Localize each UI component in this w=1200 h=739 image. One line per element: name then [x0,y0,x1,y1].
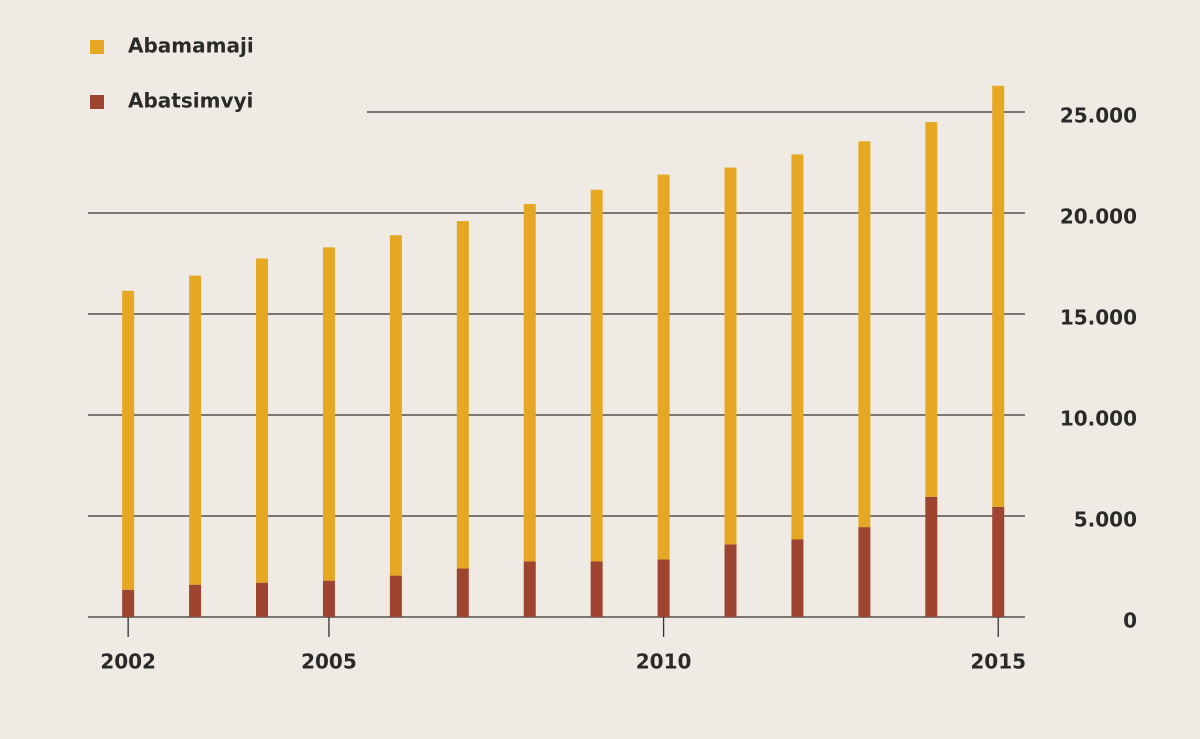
bar-segment [724,167,737,545]
x-tick-label: 2005 [301,650,357,674]
y-tick-label: 15.000 [1060,306,1137,330]
bar-segment [189,275,202,585]
bar-segment [523,561,536,617]
bar-segment [256,582,269,617]
y-tick-label: 10.000 [1060,407,1137,431]
x-tick-label: 2015 [970,650,1026,674]
bar-segment [456,221,469,569]
bar-segment [992,506,1005,617]
bar-segment [925,122,938,497]
y-tick-label: 0 [1123,609,1137,633]
bar-segment [189,584,202,617]
bar-segment [256,258,269,583]
y-tick-label: 25.000 [1060,104,1137,128]
bar-segment [590,561,603,617]
legend-swatch [90,95,104,109]
bar-segment [657,174,670,560]
legend-swatch [90,40,104,54]
legend-label: Abamamaji [128,34,254,58]
bar-segment [858,141,871,528]
bar-segment [590,189,603,562]
bar-segment [858,527,871,617]
legend-label: Abatsimvyi [128,89,253,113]
bar-segment [389,575,402,617]
x-tick-label: 2002 [100,650,156,674]
bar-segment [456,568,469,617]
y-tick-label: 20.000 [1060,205,1137,229]
bar-segment [523,203,536,562]
bar-segment [925,496,938,617]
bar-segment [322,247,335,581]
bar-segment [791,539,804,617]
bar-segment [657,559,670,617]
x-tick-label: 2010 [636,650,692,674]
bar-segment [389,235,402,576]
bar-segment [122,290,135,590]
bar-segment [791,154,804,540]
y-tick-label: 5.000 [1074,508,1137,532]
bar-segment [992,85,1005,507]
bar-segment [322,580,335,617]
bar-segment [122,589,135,617]
bar-segment [724,544,737,617]
